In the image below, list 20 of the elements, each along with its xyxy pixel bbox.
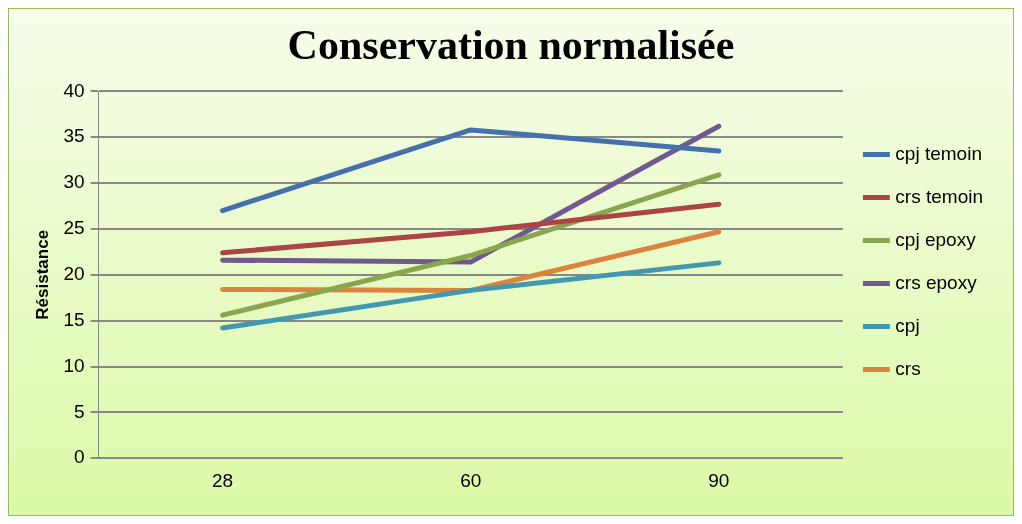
y-tick-label: 25 xyxy=(63,217,85,239)
y-axis-title: Résistance xyxy=(32,229,52,320)
y-tick-label: 10 xyxy=(63,354,85,376)
legend-label: crs epoxy xyxy=(895,271,978,293)
legend-label: crs xyxy=(895,357,921,379)
legend-label: cpj epoxy xyxy=(895,228,977,250)
y-tick-label: 30 xyxy=(63,171,85,193)
y-tick-label: 5 xyxy=(73,400,85,422)
y-tick-label: 0 xyxy=(73,446,85,468)
y-tick-label: 35 xyxy=(63,125,85,147)
legend-label: crs temoin xyxy=(895,185,984,207)
x-tick-label: 60 xyxy=(460,469,482,491)
x-tick-label: 90 xyxy=(708,469,730,491)
legend-label: cpj temoin xyxy=(895,142,982,164)
x-tick-label: 28 xyxy=(212,469,234,491)
chart-title: Conservation normalisée xyxy=(287,22,735,69)
legend-label: cpj xyxy=(895,314,920,336)
y-tick-label: 20 xyxy=(63,263,85,285)
y-tick-label: 40 xyxy=(63,79,85,101)
y-tick-label: 15 xyxy=(63,308,85,330)
